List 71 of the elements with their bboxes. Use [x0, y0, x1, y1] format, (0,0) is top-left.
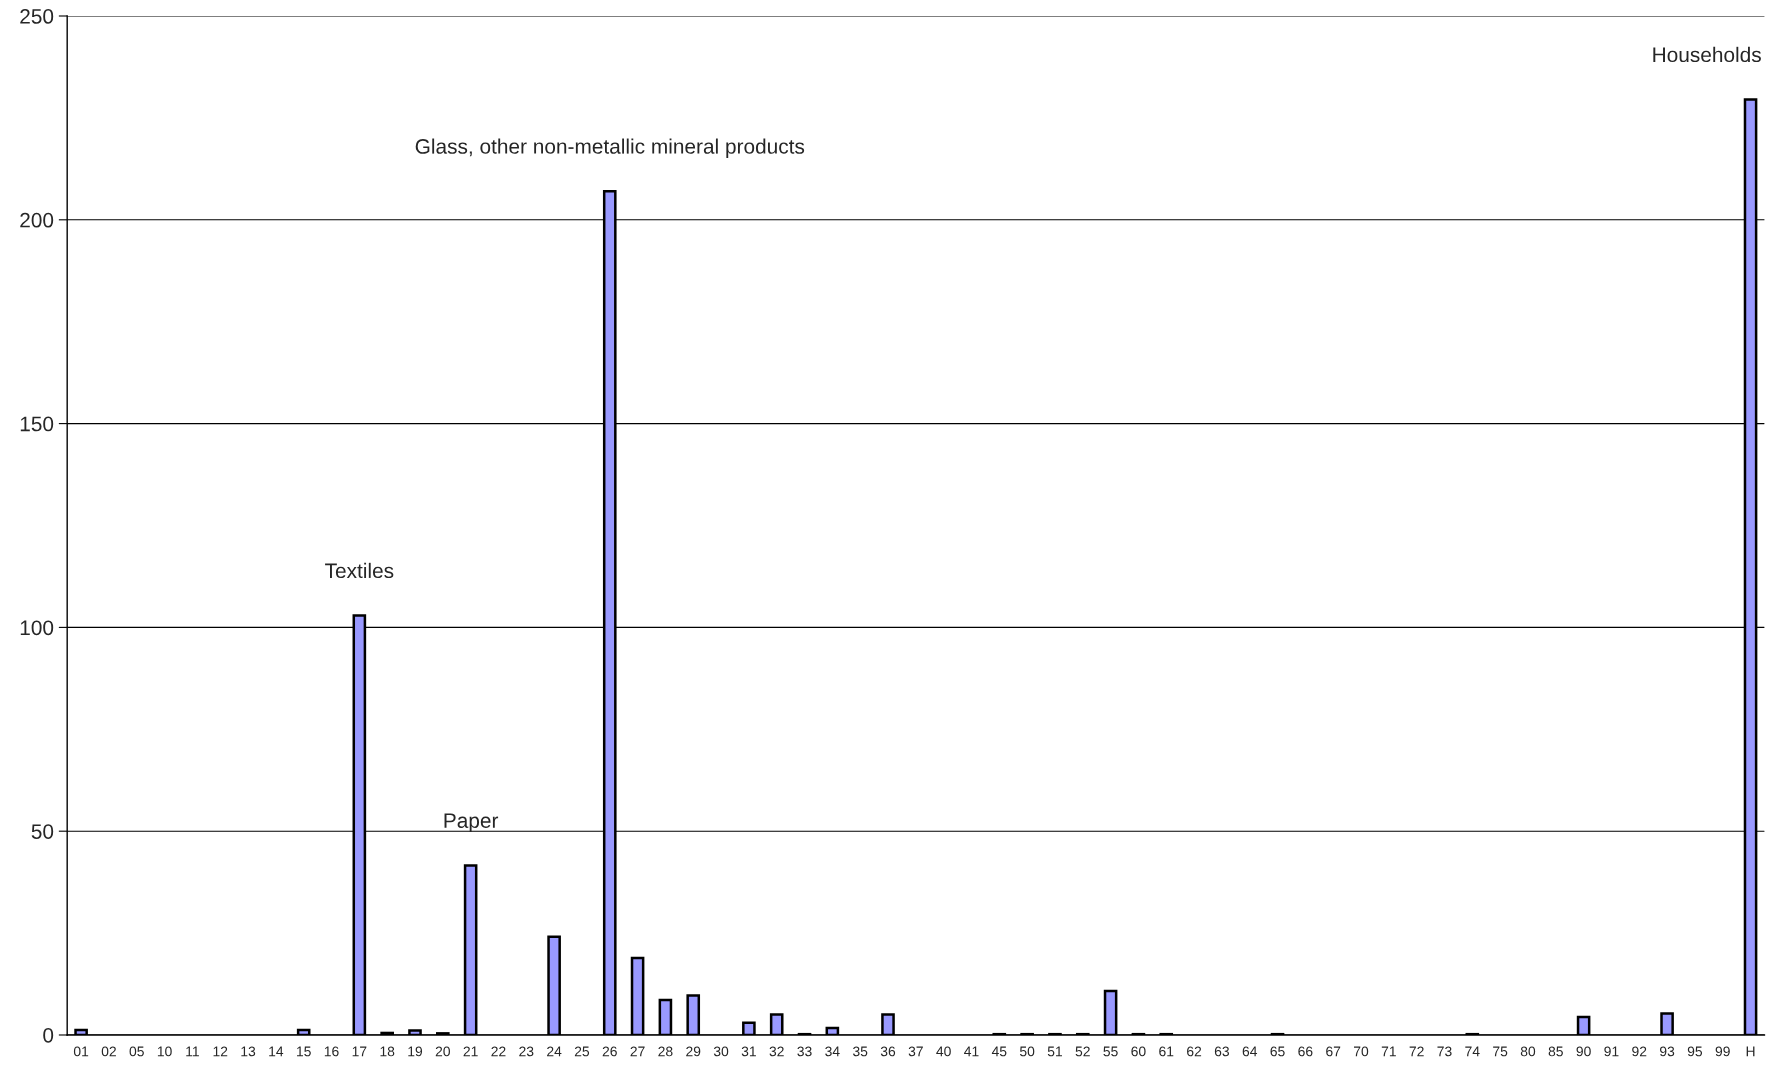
x-tick-label: 27: [630, 1046, 645, 1057]
x-tick-label: 74: [1465, 1046, 1480, 1057]
x-tick-label: 60: [1131, 1046, 1146, 1057]
x-tick-label: 51: [1047, 1046, 1062, 1057]
x-tick-label: 71: [1381, 1046, 1396, 1057]
x-tick-label: 22: [491, 1046, 506, 1057]
x-tick-label: 99: [1715, 1046, 1730, 1057]
x-tick-label: 40: [936, 1046, 951, 1057]
x-tick-label: 30: [713, 1046, 729, 1057]
x-tick-label: 65: [1270, 1046, 1285, 1057]
x-tick-label: 18: [380, 1046, 395, 1057]
x-tick-label: 12: [213, 1046, 228, 1057]
x-tick-label: 10: [157, 1046, 172, 1057]
x-tick-label: 61: [1159, 1046, 1174, 1057]
x-tick-label: 85: [1548, 1046, 1563, 1057]
x-tick-label: 13: [241, 1046, 256, 1057]
x-tick-label: 16: [324, 1046, 339, 1057]
x-tick-label: 52: [1075, 1046, 1090, 1057]
y-tick-label: 0: [43, 1027, 54, 1043]
x-tick-label: 19: [408, 1046, 423, 1057]
y-tick-label: 100: [20, 620, 54, 636]
x-tick-label: 45: [991, 1046, 1007, 1057]
x-tick-label: 02: [101, 1046, 116, 1057]
x-tick-label: 80: [1520, 1046, 1536, 1057]
x-tick-label: 31: [741, 1046, 756, 1057]
x-tick-label: 20: [435, 1046, 450, 1057]
x-tick-label: 66: [1298, 1046, 1313, 1057]
x-tick-label: 90: [1576, 1046, 1591, 1057]
x-tick-label: 55: [1103, 1046, 1118, 1057]
x-tick-label: 64: [1242, 1046, 1258, 1057]
x-tick-label: 17: [352, 1046, 367, 1057]
x-tick-label: 93: [1660, 1046, 1675, 1057]
y-tick-label: 50: [31, 824, 54, 839]
annotation: Households: [1653, 46, 1761, 63]
x-tick-label: 01: [73, 1046, 89, 1057]
x-tick-label: 24: [547, 1046, 562, 1057]
x-tick-label: 25: [574, 1046, 590, 1057]
x-tick-label: 28: [658, 1046, 673, 1057]
x-tick-label: 92: [1632, 1046, 1647, 1057]
x-tick-label: 34: [825, 1046, 840, 1057]
x-tick-label: 63: [1214, 1046, 1230, 1057]
y-tick-label: 200: [20, 212, 54, 228]
x-tick-label: 36: [880, 1046, 896, 1057]
x-tick-label: 91: [1604, 1046, 1619, 1057]
x-tick-label: 23: [519, 1046, 534, 1057]
x-tick-label: 62: [1187, 1046, 1202, 1057]
x-tick-label: 37: [908, 1046, 923, 1057]
x-tick-label: 21: [463, 1046, 478, 1057]
x-tick-label: 72: [1409, 1046, 1424, 1057]
x-tick-label: 75: [1493, 1046, 1508, 1057]
x-tick-label: 32: [769, 1046, 784, 1057]
x-tick-label: 73: [1437, 1046, 1452, 1057]
y-tick-label: 150: [20, 416, 54, 432]
x-tick-label: 41: [964, 1046, 979, 1057]
x-tick-label: 14: [269, 1046, 284, 1057]
x-tick-label: 26: [602, 1046, 617, 1057]
x-tick-label: 70: [1354, 1046, 1369, 1057]
annotation: Textiles: [325, 562, 394, 579]
x-tick-label: 29: [686, 1046, 701, 1057]
y-tick-label: 250: [20, 9, 54, 24]
x-tick-label: 05: [129, 1046, 144, 1057]
annotation: Paper: [444, 813, 499, 833]
x-tick-label: 50: [1019, 1046, 1035, 1057]
x-tick-label: 11: [186, 1046, 199, 1057]
x-tick-label: H: [1746, 1046, 1755, 1057]
x-tick-label: 15: [297, 1046, 311, 1057]
annotation: Glass, other non-metallic mineral products: [415, 138, 805, 158]
x-tick-label: 33: [797, 1046, 812, 1057]
x-tick-label: 35: [852, 1046, 868, 1057]
x-tick-label: 67: [1326, 1046, 1341, 1057]
x-tick-label: 95: [1687, 1046, 1703, 1057]
